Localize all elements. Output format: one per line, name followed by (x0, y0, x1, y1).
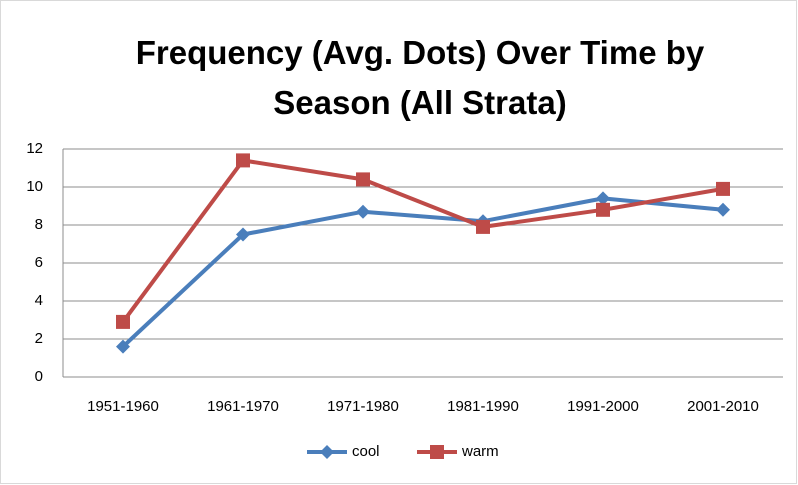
y-tick-label: 10 (26, 178, 43, 195)
y-tick-label: 8 (35, 216, 43, 233)
marker (716, 202, 730, 217)
x-tick-label: 2001-2010 (687, 398, 759, 415)
y-tick-label: 2 (35, 330, 43, 347)
marker (596, 202, 610, 217)
legend-label: cool (352, 443, 380, 460)
marker (430, 445, 444, 459)
marker (116, 339, 130, 354)
x-tick-label: 1981-1990 (447, 398, 519, 415)
marker (716, 181, 730, 196)
y-tick-label: 12 (26, 140, 43, 157)
x-tick-label: 1951-1960 (87, 398, 159, 415)
marker (596, 191, 610, 206)
marker (116, 314, 130, 329)
marker (236, 227, 250, 242)
chart-title: Frequency (Avg. Dots) Over Time by Seaso… (135, 34, 705, 121)
series-line (121, 196, 724, 349)
marker (320, 445, 334, 459)
y-tick-label: 4 (35, 292, 43, 309)
legend-label: warm (461, 443, 499, 460)
x-tick-label: 1991-2000 (567, 398, 639, 415)
marker (356, 172, 370, 187)
x-tick-label: 1971-1980 (327, 398, 399, 415)
marker (356, 204, 370, 219)
marker (476, 219, 490, 234)
marker (236, 153, 250, 168)
y-tick-label: 0 (35, 368, 43, 385)
y-tick-label: 6 (35, 254, 43, 271)
x-tick-label: 1961-1970 (207, 398, 279, 415)
series-line (121, 158, 724, 324)
